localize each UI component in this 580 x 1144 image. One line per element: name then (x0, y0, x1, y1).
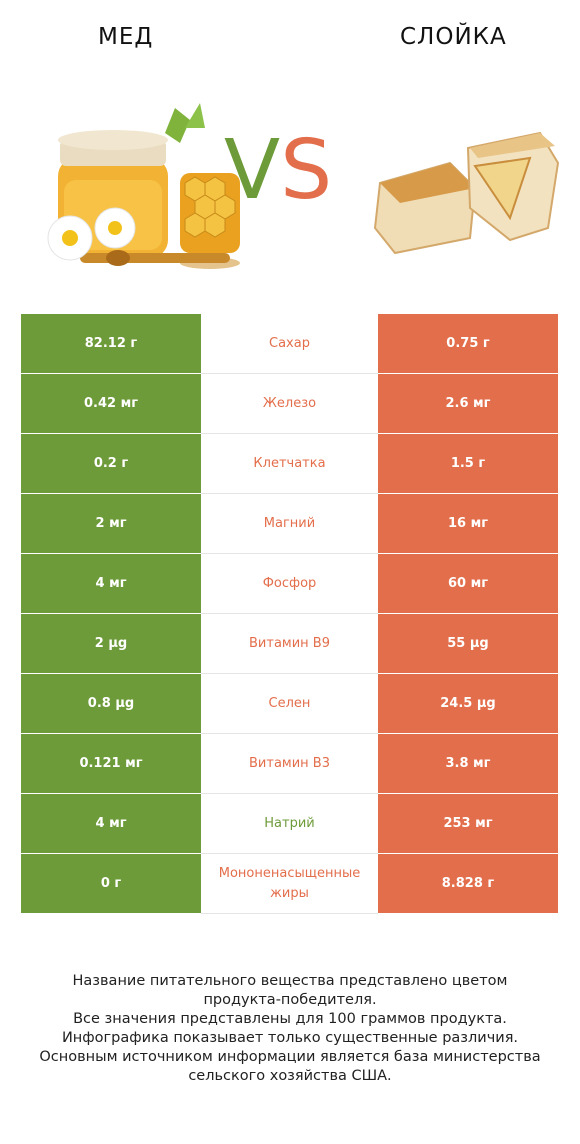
nutrient-name: Фосфор (201, 553, 378, 614)
right-value: 3.8 мг (378, 733, 558, 794)
left-value: 4 мг (21, 553, 201, 614)
left-value: 82.12 г (21, 314, 201, 374)
nutrient-name-text: Мононенасыщенные жиры (218, 865, 361, 901)
right-value: 16 мг (378, 493, 558, 554)
right-value: 0.75 г (378, 314, 558, 374)
nutrient-name-text: Сахар (269, 336, 310, 351)
nutrient-name-text: Селен (268, 696, 311, 711)
footer-line: продукта-победителя. (203, 992, 377, 1008)
nutrient-name: Натрий (201, 793, 378, 854)
puff-pastry-image (373, 131, 560, 255)
nutrient-name-text: Натрий (264, 816, 315, 831)
right-value: 1.5 г (378, 433, 558, 494)
left-value: 2 мг (21, 493, 201, 554)
right-value: 55 µg (378, 613, 558, 674)
right-value: 2.6 мг (378, 373, 558, 434)
nutrient-name: Сахар (201, 314, 378, 374)
left-value: 0.8 µg (21, 673, 201, 734)
right-product-title: СЛОЙКА (400, 24, 507, 50)
nutrient-name: Витамин B9 (201, 613, 378, 674)
nutrient-name: Клетчатка (201, 433, 378, 494)
vs-letter-v: V (224, 123, 281, 218)
nutrient-name-text: Железо (262, 396, 317, 411)
left-value: 0.121 мг (21, 733, 201, 794)
nutrient-name: Селен (201, 673, 378, 734)
footer-line: Основным источником информации является … (39, 1049, 541, 1065)
honey-jar-image (47, 103, 240, 269)
nutrient-row: 4 мг Натрий 253 мг (21, 793, 558, 854)
left-value: 0 г (21, 853, 201, 914)
nutrient-name-text: Витамин B3 (249, 756, 330, 771)
nutrient-row: 82.12 г Сахар 0.75 г (21, 314, 558, 374)
left-value: 0.2 г (21, 433, 201, 494)
vs-letter-s: S (280, 123, 333, 218)
nutrient-name: Витамин B3 (201, 733, 378, 794)
footer-line: Инфографика показывает только существенн… (61, 1030, 519, 1046)
footer-line: сельского хозяйства США. (188, 1068, 392, 1084)
daisy-flower-image (47, 207, 136, 261)
nutrient-name-text: Магний (263, 516, 316, 531)
nutrient-row: 0.42 мг Железо 2.6 мг (21, 373, 558, 434)
nutrient-name-text: Фосфор (262, 576, 317, 591)
nutrient-row: 0.121 мг Витамин B3 3.8 мг (21, 733, 558, 794)
nutrient-row: 0 г Мононенасыщенные жиры 8.828 г (21, 853, 558, 914)
nutrient-row: 4 мг Фосфор 60 мг (21, 553, 558, 614)
left-value: 4 мг (21, 793, 201, 854)
right-value: 24.5 µg (378, 673, 558, 734)
nutrient-name-text: Клетчатка (253, 456, 326, 471)
vs-label: VS (224, 130, 332, 212)
nutrient-name: Магний (201, 493, 378, 554)
nutrient-comparison-table: 82.12 г Сахар 0.75 г 0.42 мг Железо 2.6 мг 0.2… (21, 314, 558, 914)
nutrient-row: 2 мг Магний 16 мг (21, 493, 558, 554)
footer-line: Название питательного вещества представл… (72, 973, 508, 989)
nutrient-name: Железо (201, 373, 378, 434)
footer-note: Название питательного вещества представл… (20, 972, 560, 1086)
nutrient-row: 0.8 µg Селен 24.5 µg (21, 673, 558, 734)
left-product-title: МЕД (98, 24, 154, 50)
nutrient-row: 0.2 г Клетчатка 1.5 г (21, 433, 558, 494)
right-value: 60 мг (378, 553, 558, 614)
nutrient-name-text: Витамин B9 (249, 636, 330, 651)
nutrient-name: Мононенасыщенные жиры (201, 853, 378, 914)
left-value: 2 µg (21, 613, 201, 674)
right-value: 253 мг (378, 793, 558, 854)
nutrient-row: 2 µg Витамин B9 55 µg (21, 613, 558, 674)
hero-illustration (47, 103, 560, 269)
left-value: 0.42 мг (21, 373, 201, 434)
footer-line: Все значения представлены для 100 граммо… (73, 1011, 507, 1027)
right-value: 8.828 г (378, 853, 558, 914)
